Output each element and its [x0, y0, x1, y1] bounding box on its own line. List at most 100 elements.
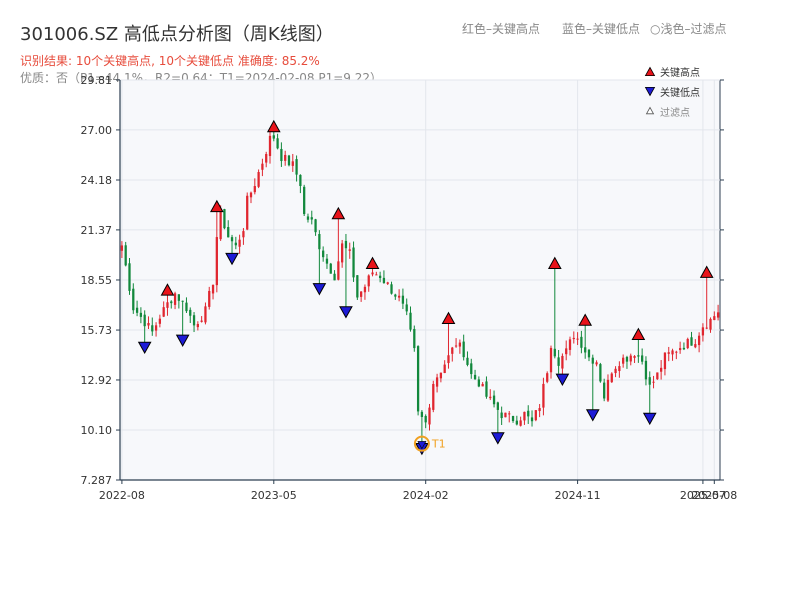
candle-body	[162, 307, 165, 317]
y-tick-label: 27.00	[81, 124, 113, 137]
candle-body	[124, 245, 127, 266]
header-legend-red: 红色–关键高点	[462, 22, 541, 36]
candle-body	[295, 159, 298, 175]
candle-body	[595, 362, 598, 365]
key-high-marker	[547, 256, 562, 269]
candle-body	[603, 382, 606, 399]
key-low-marker	[225, 252, 239, 266]
candle-body	[333, 273, 336, 281]
candle-body	[511, 415, 515, 422]
candle-body	[504, 412, 507, 418]
candle-body	[337, 261, 340, 280]
candle-body	[660, 367, 663, 372]
candle-body	[663, 352, 667, 370]
candle-body	[299, 174, 302, 186]
candle-body	[530, 417, 534, 422]
candle-body	[246, 195, 249, 230]
candle-body	[344, 240, 348, 249]
candle-body	[678, 348, 682, 351]
legend-high-icon	[644, 66, 656, 76]
candle-body	[485, 381, 488, 397]
candle-body	[310, 217, 313, 220]
candle-body	[599, 364, 602, 382]
candle-body	[709, 318, 712, 330]
candle-body	[508, 413, 511, 415]
candle-body	[519, 420, 522, 426]
candle-body	[713, 316, 716, 321]
candle-body	[591, 357, 594, 364]
candle-body	[633, 356, 636, 358]
candle-body	[580, 336, 583, 348]
candle-body	[204, 306, 207, 323]
candle-body	[215, 237, 218, 286]
candle-body	[477, 379, 480, 387]
key-high-marker	[331, 206, 346, 220]
y-tick-label: 21.37	[81, 224, 113, 237]
key-high-marker	[365, 256, 380, 269]
y-tick-label: 12.92	[81, 374, 113, 387]
key-high-marker	[699, 265, 714, 278]
y-tick-label: 7.287	[81, 474, 113, 487]
y-tick-label: 18.55	[81, 274, 113, 287]
header-legend-light: ○浅色–过滤点	[650, 20, 727, 37]
candle-body	[470, 363, 473, 375]
candle-body	[151, 325, 154, 332]
legend-low-icon	[644, 87, 656, 97]
candle-body	[200, 320, 203, 322]
candle-body	[538, 408, 541, 412]
candle-body	[139, 312, 143, 317]
candle-body	[318, 233, 321, 250]
candle-body	[238, 239, 241, 247]
candle-body	[515, 420, 518, 425]
candle-body	[196, 323, 199, 328]
candle-body	[242, 231, 245, 238]
candle-body	[192, 315, 196, 326]
candle-body	[432, 383, 435, 410]
candle-body	[394, 294, 397, 297]
key-high-marker	[578, 313, 593, 326]
candle-body	[451, 347, 454, 354]
candle-body	[132, 288, 135, 311]
candle-body	[576, 338, 579, 340]
candle-body	[652, 381, 655, 383]
candle-body	[280, 148, 283, 162]
candle-body	[466, 357, 469, 365]
candle-body	[716, 312, 720, 318]
candle-body	[154, 325, 158, 331]
candle-body	[401, 295, 405, 304]
candle-body	[265, 154, 268, 163]
candle-body	[641, 355, 644, 362]
legend-low-label: 关键低点	[660, 86, 700, 99]
candle-body	[378, 275, 382, 279]
candle-body	[227, 227, 230, 238]
candle-body	[360, 291, 363, 297]
candle-body	[667, 352, 670, 354]
candle-body	[523, 411, 526, 421]
candle-body	[671, 350, 674, 355]
candle-body	[219, 208, 222, 240]
candle-body	[375, 274, 378, 276]
candle-body	[610, 373, 613, 383]
candle-body	[208, 290, 211, 307]
candle-body	[341, 243, 344, 263]
axes: 7.287 10.10 12.92 15.73 18.55 21.37 24.18 27.00…	[81, 74, 738, 502]
candle-body	[496, 402, 499, 410]
candle-body	[584, 347, 587, 353]
candle-body	[462, 341, 465, 358]
candle-body	[492, 395, 496, 405]
candle-body	[170, 301, 173, 304]
candle-body	[629, 355, 632, 362]
key-low-marker	[137, 341, 152, 355]
candle-body	[424, 415, 427, 423]
candle-body	[185, 302, 188, 312]
candle-body	[158, 318, 162, 324]
key-high-marker	[441, 311, 456, 325]
key-low-marker	[339, 306, 353, 319]
candle-body	[534, 410, 537, 421]
candles	[120, 129, 720, 445]
candle-body	[546, 373, 549, 382]
candle-body	[166, 302, 169, 308]
candle-body	[325, 258, 329, 264]
t1-low-marker	[417, 441, 427, 450]
